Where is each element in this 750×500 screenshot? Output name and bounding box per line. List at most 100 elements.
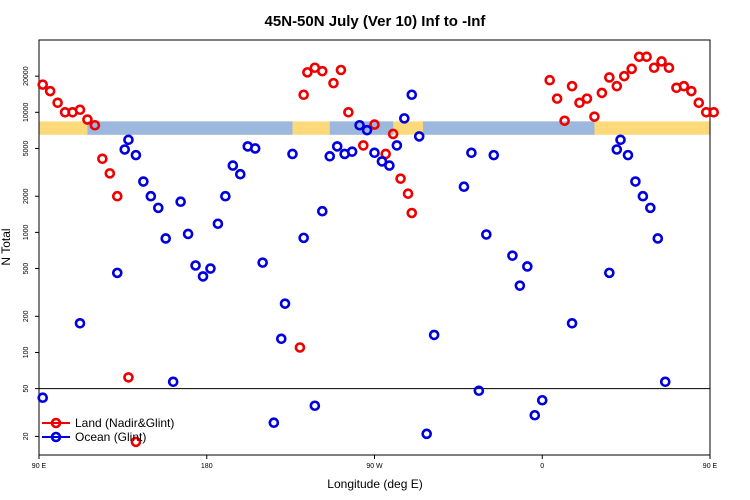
ocean-point <box>37 392 49 404</box>
land-point <box>302 67 313 78</box>
x-tick-label: 0 <box>540 463 544 470</box>
land-point <box>648 62 660 74</box>
ocean-point <box>421 428 432 440</box>
ocean-point <box>227 160 239 171</box>
ocean-point <box>190 260 201 271</box>
ocean-point <box>645 202 656 214</box>
land-point <box>574 97 585 109</box>
ocean-point <box>637 190 649 202</box>
y-tick-label: 200 <box>23 310 30 322</box>
ocean-point <box>346 146 358 157</box>
land-point <box>387 128 399 140</box>
legend-label-land: Land (Nadir&Glint) <box>75 416 174 430</box>
ocean-point <box>220 190 231 202</box>
legend: Land (Nadir&Glint) Ocean (Glint) <box>42 416 174 444</box>
ocean-point <box>384 160 395 171</box>
ocean-point <box>74 317 86 329</box>
ocean-point <box>235 168 246 180</box>
band-ocean-segment <box>87 121 293 135</box>
y-tick-label: 50 <box>23 385 30 393</box>
ocean-point <box>604 267 615 279</box>
ocean-point <box>268 417 280 429</box>
land-point <box>111 190 123 202</box>
land-point <box>566 80 578 92</box>
land-point <box>686 85 697 97</box>
x-tick-label: 90 W <box>366 463 383 470</box>
land-point <box>611 80 623 92</box>
ocean-point <box>566 317 578 329</box>
ocean-point <box>160 233 172 244</box>
land-point <box>335 64 347 76</box>
y-tick-label: 2000 <box>23 188 30 204</box>
ocean-point <box>298 232 309 244</box>
ocean-point <box>622 149 634 161</box>
land-point <box>317 65 328 77</box>
x-tick-label: 90 E <box>703 463 718 470</box>
y-tick-label: 500 <box>23 263 30 275</box>
x-axis: 90 E 180 90 W 0 90 E <box>32 455 718 470</box>
ocean-point <box>119 144 131 155</box>
x-tick-label: 90 E <box>32 463 47 470</box>
ocean-point <box>413 131 425 142</box>
ocean-point <box>130 149 142 161</box>
ocean-point <box>205 263 216 274</box>
land-point <box>395 173 406 184</box>
ocean-point <box>331 141 343 152</box>
ocean-point <box>145 190 157 202</box>
land-point <box>104 168 116 179</box>
land-point <box>328 77 339 89</box>
land-point <box>369 119 380 130</box>
ocean-point <box>138 176 149 187</box>
land-point <box>130 436 142 448</box>
land-point <box>626 63 638 75</box>
y-tick-label: 5000 <box>23 141 30 157</box>
band-ocean-segment <box>422 121 595 135</box>
land-point <box>358 140 369 151</box>
data-points <box>37 51 720 448</box>
ocean-point <box>257 257 268 268</box>
ocean-point <box>428 329 440 341</box>
land-point <box>402 188 414 199</box>
x-tick-label: 180 <box>201 463 213 470</box>
ocean-point <box>630 176 641 187</box>
y-tick-label: 20000 <box>23 66 30 86</box>
ocean-point <box>615 134 626 146</box>
y-axis: 20 50 100 200 500 1000 2000 5000 10000 20000 <box>23 66 39 440</box>
ocean-point <box>317 205 328 217</box>
ocean-point <box>652 233 664 244</box>
land-point <box>74 104 86 116</box>
land-point <box>544 74 556 86</box>
ocean-point <box>536 394 548 406</box>
land-point <box>551 93 563 104</box>
land-point <box>641 51 652 63</box>
chart-title: 45N-50N July (Ver 10) Inf to -Inf <box>265 13 487 30</box>
ocean-point <box>287 148 298 160</box>
ocean-point <box>212 218 224 230</box>
ocean-point <box>458 181 470 193</box>
ocean-point <box>611 144 623 155</box>
legend-marker-ocean <box>50 431 62 443</box>
ocean-point <box>369 147 380 159</box>
plot-frame <box>38 39 711 456</box>
land-point <box>52 97 63 109</box>
ocean-point <box>514 280 526 291</box>
land-point <box>581 93 593 104</box>
y-axis-label: N Total <box>0 228 13 265</box>
x-axis-label: Longitude (deg E) <box>327 477 422 491</box>
land-point <box>618 70 630 82</box>
land-point <box>559 115 570 127</box>
ocean-point <box>391 140 403 151</box>
ocean-point <box>529 409 541 421</box>
land-point <box>406 207 418 219</box>
ocean-point <box>522 261 533 272</box>
land-point <box>294 342 306 353</box>
land-point <box>298 89 309 101</box>
land-point <box>82 114 93 125</box>
ocean-point <box>376 156 388 167</box>
ocean-point <box>406 89 418 101</box>
ocean-point <box>481 229 492 240</box>
land-point <box>343 106 354 118</box>
y-tick-label: 20 <box>23 432 30 440</box>
land-point <box>89 119 101 131</box>
